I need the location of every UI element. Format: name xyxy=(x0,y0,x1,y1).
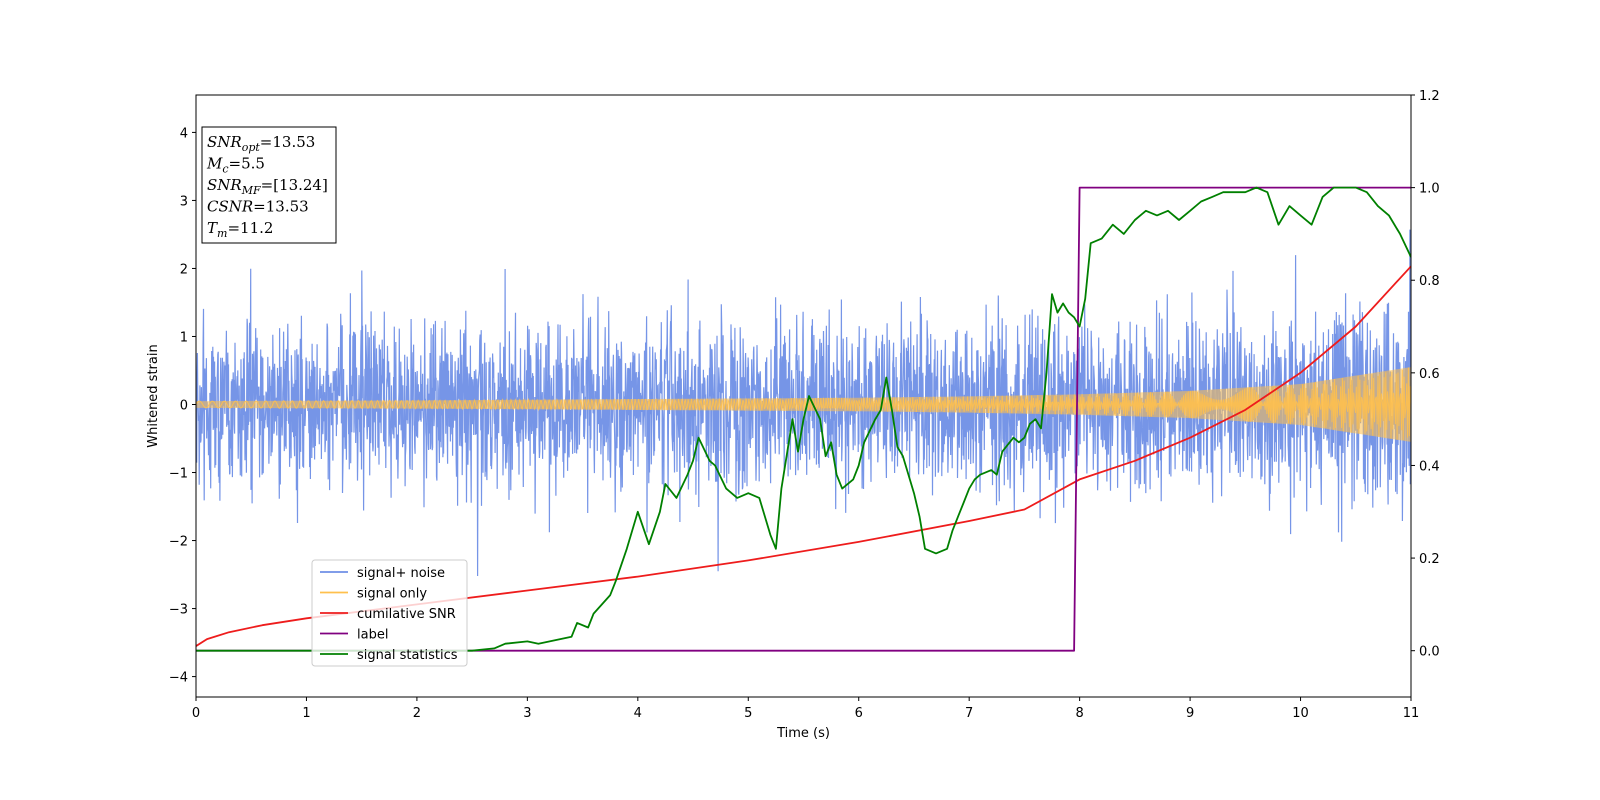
x-axis-ticks: 0 1 2 3 4 5 6 7 8 9 10 11 xyxy=(192,697,1419,721)
x-tick-label: 9 xyxy=(1186,706,1194,721)
legend-frame xyxy=(311,559,468,667)
annotation-line: Mc=5.5 xyxy=(206,155,265,176)
annotation-line: CSNR=13.53 xyxy=(207,198,309,216)
y2-tick-label: 0.0 xyxy=(1419,645,1440,660)
x-tick-label: 7 xyxy=(965,706,973,721)
y-tick-label: 0 xyxy=(180,399,188,414)
signal-only-series xyxy=(196,367,1411,442)
legend-entry: cumilative SNR xyxy=(357,607,456,622)
annotation-line: Tm=11.2 xyxy=(207,219,273,240)
y2-axis-ticks: 1.2 1.0 0.8 0.6 0.4 0.2 0.0 xyxy=(1411,89,1440,660)
cumilative-snr-line xyxy=(196,265,1411,647)
x-axis-label: Time (s) xyxy=(776,726,830,741)
annotation-line: SNRMF=[13.24] xyxy=(207,176,328,197)
stats-annotation-box: SNRopt=13.53Mc=5.5SNRMF=[13.24]CSNR=13.5… xyxy=(201,126,337,244)
right-axis-series xyxy=(196,186,1411,652)
y-axis-ticks: 4 3 2 1 0 −1 −2 −3 −4 xyxy=(169,126,196,686)
y-tick-label: 3 xyxy=(180,194,188,209)
y-tick-label: −4 xyxy=(169,671,188,686)
x-tick-label: 1 xyxy=(302,706,310,721)
x-tick-label: 6 xyxy=(855,706,863,721)
plot-frame xyxy=(195,94,1412,698)
legend-entry: signal+ noise xyxy=(357,566,445,581)
annotation-line: SNRopt=13.53 xyxy=(207,133,315,154)
legend: signal+ noise signal only cumilative SNR la… xyxy=(311,559,468,667)
legend-entry: signal only xyxy=(357,587,427,602)
legend-entry: signal statistics xyxy=(357,648,458,663)
y2-tick-label: 1.2 xyxy=(1419,89,1440,104)
y2-tick-label: 0.2 xyxy=(1419,552,1440,567)
y-tick-label: 2 xyxy=(180,262,188,277)
y2-tick-label: 0.8 xyxy=(1419,274,1440,289)
y-tick-label: −3 xyxy=(169,603,188,618)
y-tick-label: 4 xyxy=(180,126,188,141)
y-tick-label: −2 xyxy=(169,535,188,550)
x-tick-label: 3 xyxy=(523,706,531,721)
y2-tick-label: 0.6 xyxy=(1419,367,1440,382)
x-tick-label: 4 xyxy=(634,706,642,721)
annotation-frame xyxy=(201,126,337,244)
label-line xyxy=(196,186,1411,652)
x-tick-label: 2 xyxy=(413,706,421,721)
x-tick-label: 0 xyxy=(192,706,200,721)
x-tick-label: 10 xyxy=(1292,706,1309,721)
y2-tick-label: 1.0 xyxy=(1419,182,1440,197)
legend-entry: label xyxy=(357,628,388,643)
signal-statistics-line xyxy=(196,186,1411,652)
y-tick-label: 1 xyxy=(180,330,188,345)
y-tick-label: −1 xyxy=(169,467,188,482)
y2-tick-label: 0.4 xyxy=(1419,459,1440,474)
x-tick-label: 5 xyxy=(744,706,752,721)
signal-only-envelope xyxy=(196,367,1411,442)
x-tick-label: 11 xyxy=(1403,706,1420,721)
y-axis-label: Whitened strain xyxy=(146,344,161,447)
x-tick-label: 8 xyxy=(1075,706,1083,721)
signal-only-line xyxy=(196,367,1411,441)
